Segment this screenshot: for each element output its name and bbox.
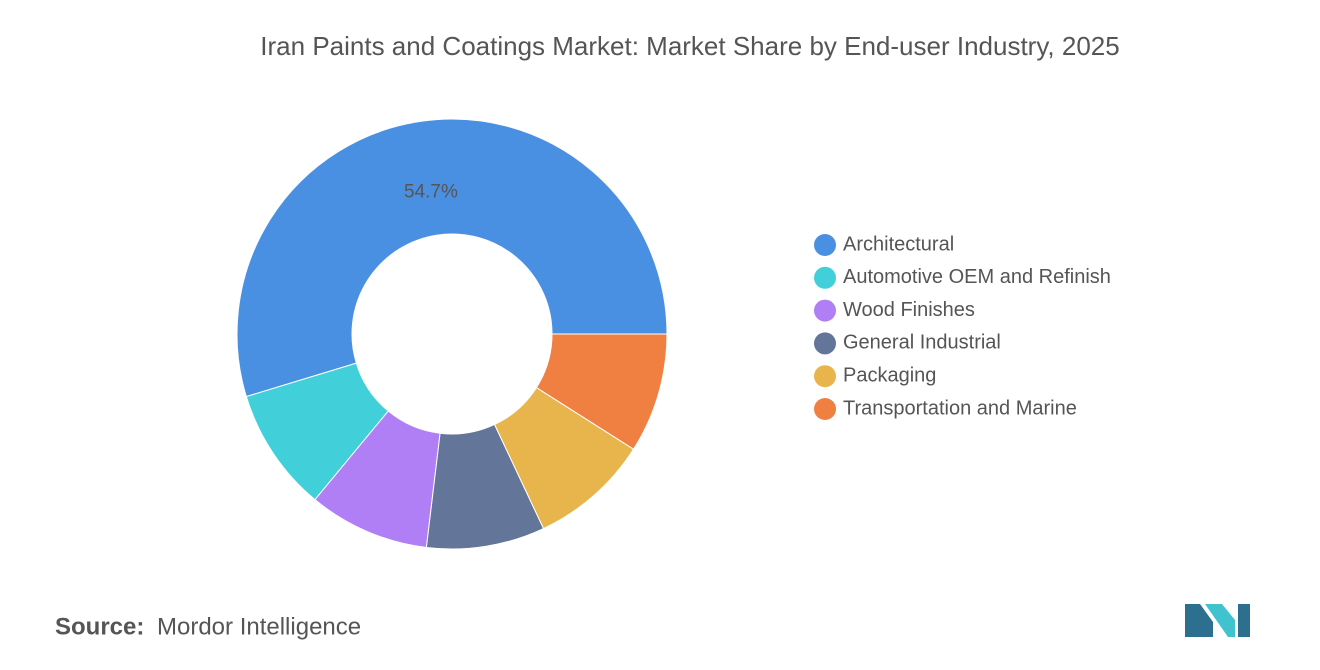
legend-swatch bbox=[814, 398, 836, 420]
donut-slice bbox=[236, 118, 668, 398]
legend-label: Automotive OEM and Refinish bbox=[843, 266, 1111, 288]
legend-swatch bbox=[814, 332, 836, 355]
legend-label: General Industrial bbox=[843, 332, 1001, 354]
logo-shape bbox=[1185, 604, 1213, 637]
data-label: 54.7% bbox=[404, 182, 458, 203]
legend-label: Architectural bbox=[843, 233, 954, 255]
logo bbox=[1185, 604, 1250, 637]
chart-title: Iran Paints and Coatings Market: Market … bbox=[260, 31, 1119, 61]
logo-shape bbox=[1205, 604, 1235, 637]
legend-label: Packaging bbox=[843, 364, 936, 386]
legend-swatch bbox=[814, 266, 836, 289]
donut-slice bbox=[535, 333, 668, 450]
legend-swatch bbox=[814, 299, 836, 322]
legend-label: Wood Finishes bbox=[843, 299, 975, 321]
legend-swatch bbox=[814, 365, 836, 388]
source-name: Mordor Intelligence bbox=[157, 613, 361, 640]
legend-swatch bbox=[814, 234, 836, 256]
source-label: Source: bbox=[55, 613, 144, 640]
logo-shape bbox=[1238, 604, 1250, 637]
legend-label: Transportation and Marine bbox=[843, 397, 1077, 419]
